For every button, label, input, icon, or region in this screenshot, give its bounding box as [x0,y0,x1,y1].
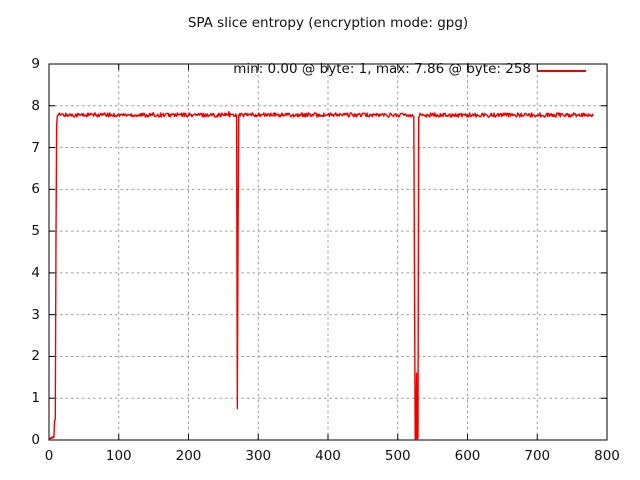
chart-title: SPA slice entropy (encryption mode: gpg) [187,15,469,31]
y-tick-label: 0 [31,432,40,448]
y-tick-label: 7 [31,139,40,156]
x-tick-label: 800 [594,448,620,464]
legend-label: min: 0.00 @ byte: 1, max: 7.86 @ byte: 2… [233,61,531,77]
x-tick-label: 500 [384,448,411,464]
y-tick-label: 1 [31,390,40,407]
x-tick-label: 300 [245,448,272,464]
legend-line-sample [537,70,586,72]
x-tick-label: 700 [524,448,551,464]
y-tick-label: 6 [31,181,40,198]
x-tick-label: 600 [454,448,481,464]
plot-border [48,63,608,441]
entropy-series-line [49,110,594,441]
x-tick-label: 0 [44,448,54,464]
y-tick-label: 9 [31,56,40,72]
x-tick-label: 200 [175,448,202,464]
y-tick-label: 2 [31,348,40,365]
y-tick-label: 4 [31,264,40,281]
x-tick-label: 100 [105,448,132,464]
y-tick-label: 5 [31,223,40,240]
y-tick-label: 8 [31,97,40,114]
x-tick-label: 400 [315,448,341,464]
y-tick-label: 3 [31,306,40,323]
